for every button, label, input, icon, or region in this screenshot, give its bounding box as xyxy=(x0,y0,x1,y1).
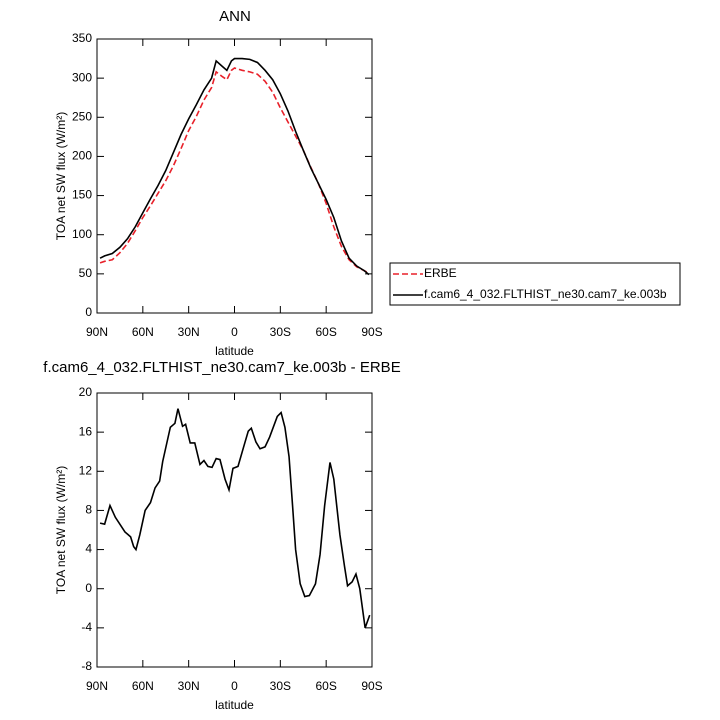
x-tick-label: 90N xyxy=(86,325,108,339)
x-tick-label: 90S xyxy=(361,679,382,693)
y-tick-label: 12 xyxy=(79,463,93,477)
y-tick-label: 16 xyxy=(79,424,93,438)
y-tick-label: 0 xyxy=(85,581,92,595)
y-tick-label: 4 xyxy=(85,542,92,556)
x-tick-label: 60N xyxy=(132,325,154,339)
y-tick-label: 50 xyxy=(79,266,93,280)
legend-box xyxy=(389,262,681,306)
y-tick-label: -4 xyxy=(81,620,92,634)
chart-title: ANN xyxy=(219,8,251,25)
x-tick-label: 60S xyxy=(315,325,336,339)
legend-label: f.cam6_4_032.FLTHIST_ne30.cam7_ke.003b xyxy=(424,287,667,301)
x-tick-label: 30N xyxy=(178,679,200,693)
x-axis-label: latitude xyxy=(215,344,254,358)
data-line xyxy=(99,67,370,274)
legend-label: ERBE xyxy=(424,266,457,280)
y-tick-label: 200 xyxy=(72,149,92,163)
chart-title: f.cam6_4_032.FLTHIST_ne30.cam7_ke.003b -… xyxy=(43,359,400,376)
y-tick-label: 300 xyxy=(72,70,92,84)
y-axis-label: TOA net SW flux (W/m²) xyxy=(54,112,68,240)
x-tick-label: 60N xyxy=(132,679,154,693)
plot-frame xyxy=(96,392,373,668)
y-tick-label: 350 xyxy=(72,31,92,45)
x-tick-label: 90S xyxy=(361,325,382,339)
x-tick-label: 30S xyxy=(270,325,291,339)
x-tick-label: 90N xyxy=(86,679,108,693)
x-tick-label: 60S xyxy=(315,679,336,693)
x-tick-label: 0 xyxy=(231,679,238,693)
plot-frame xyxy=(96,38,373,314)
y-axis-label: TOA net SW flux (W/m²) xyxy=(54,466,68,594)
x-tick-label: 30N xyxy=(178,325,200,339)
x-tick-label: 0 xyxy=(231,325,238,339)
y-tick-label: 100 xyxy=(72,227,92,241)
x-tick-label: 30S xyxy=(270,679,291,693)
x-axis-label: latitude xyxy=(215,698,254,712)
data-line xyxy=(99,57,370,276)
y-tick-label: 8 xyxy=(85,503,92,517)
y-tick-label: -8 xyxy=(81,659,92,673)
y-tick-label: 250 xyxy=(72,109,92,123)
y-tick-label: 20 xyxy=(79,385,93,399)
y-tick-label: 0 xyxy=(85,305,92,319)
y-tick-label: 150 xyxy=(72,188,92,202)
data-line xyxy=(99,408,371,629)
